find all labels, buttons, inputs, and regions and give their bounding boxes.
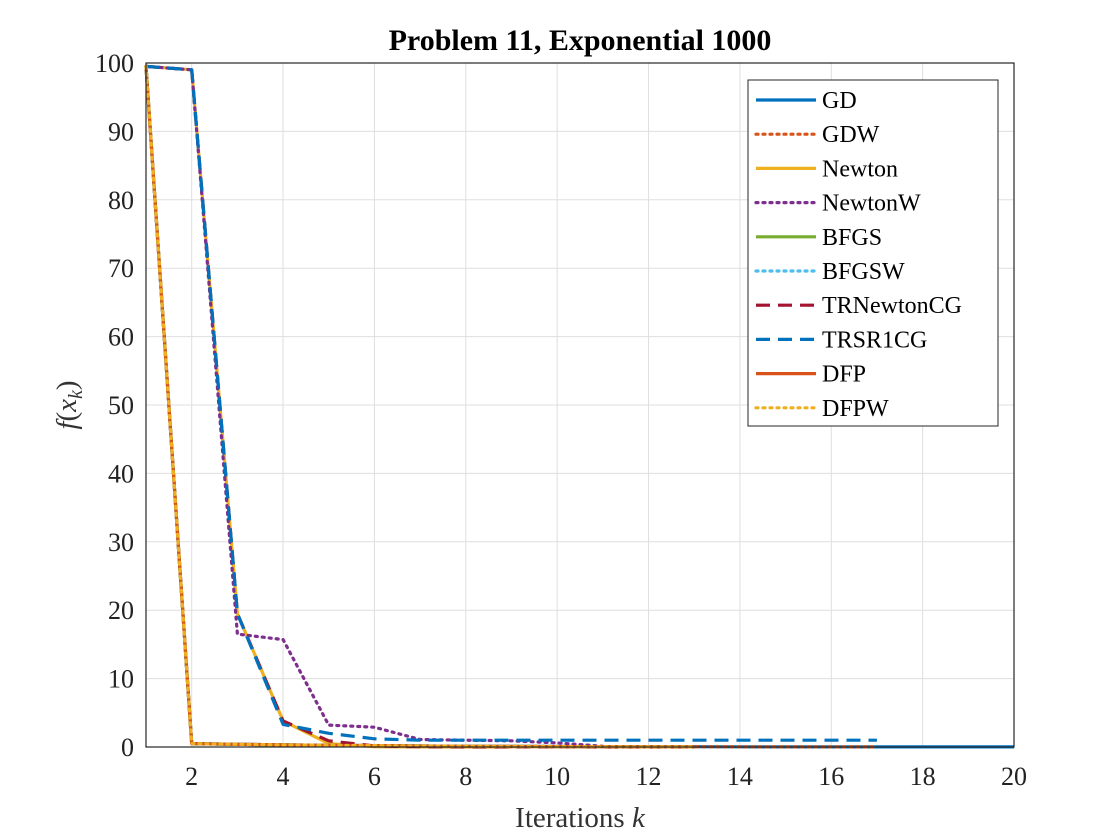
legend-label-trsr1cg: TRSR1CG [822,327,927,353]
x-tick-label: 12 [636,762,662,791]
chart-title: Problem 11, Exponential 1000 [389,24,772,57]
y-tick-label: 60 [108,323,134,352]
legend: GD GDW Newton NewtonW BFGS BFGSW TRNewtonCG TRS… [747,79,999,427]
x-tick-label: 4 [277,762,290,791]
x-tick-label: 18 [910,762,936,791]
x-tick-label: 20 [1001,762,1027,791]
legend-label-dfpw: DFPW [822,396,889,422]
y-tick-label: 40 [108,459,134,488]
legend-label-newtonw: NewtonW [822,191,921,217]
y-tick-label: 90 [108,117,134,146]
y-tick-label: 0 [121,733,134,762]
legend-label-bfgsw: BFGSW [822,259,905,285]
x-tick-label: 8 [459,762,472,791]
legend-label-dfp: DFP [822,362,866,388]
x-tick-label: 2 [185,762,198,791]
y-tick-label: 80 [108,186,134,215]
legend-label-newton: Newton [822,156,898,182]
x-tick-label: 6 [368,762,381,791]
legend-label-trnewtoncg: TRNewtonCG [822,293,962,319]
y-tick-label: 20 [108,596,134,625]
legend-label-gdw: GDW [822,122,880,148]
x-axis-label: Iterations k [515,802,646,834]
y-tick-labels: 0 10 20 30 40 50 60 70 80 90 100 [95,49,134,762]
y-tick-label: 100 [95,49,134,78]
plot-frame [145,62,1015,748]
x-tick-label: 16 [818,762,844,791]
x-tick-label: 10 [544,762,570,791]
y-tick-label: 50 [108,391,134,420]
legend-label-bfgs: BFGS [822,225,882,251]
series-line-trsr1cg [145,64,877,742]
x-tick-labels: 2 4 6 8 10 12 14 16 18 20 [185,762,1027,791]
legend-box [747,79,999,427]
x-tick-label: 14 [727,762,753,791]
series-line-dfpw [144,64,696,749]
y-axis-label: f(xk) [51,380,87,429]
y-tick-label: 10 [108,665,134,694]
y-tick-label: 30 [108,528,134,557]
y-tick-label: 70 [108,254,134,283]
legend-label-gd: GD [822,88,857,114]
